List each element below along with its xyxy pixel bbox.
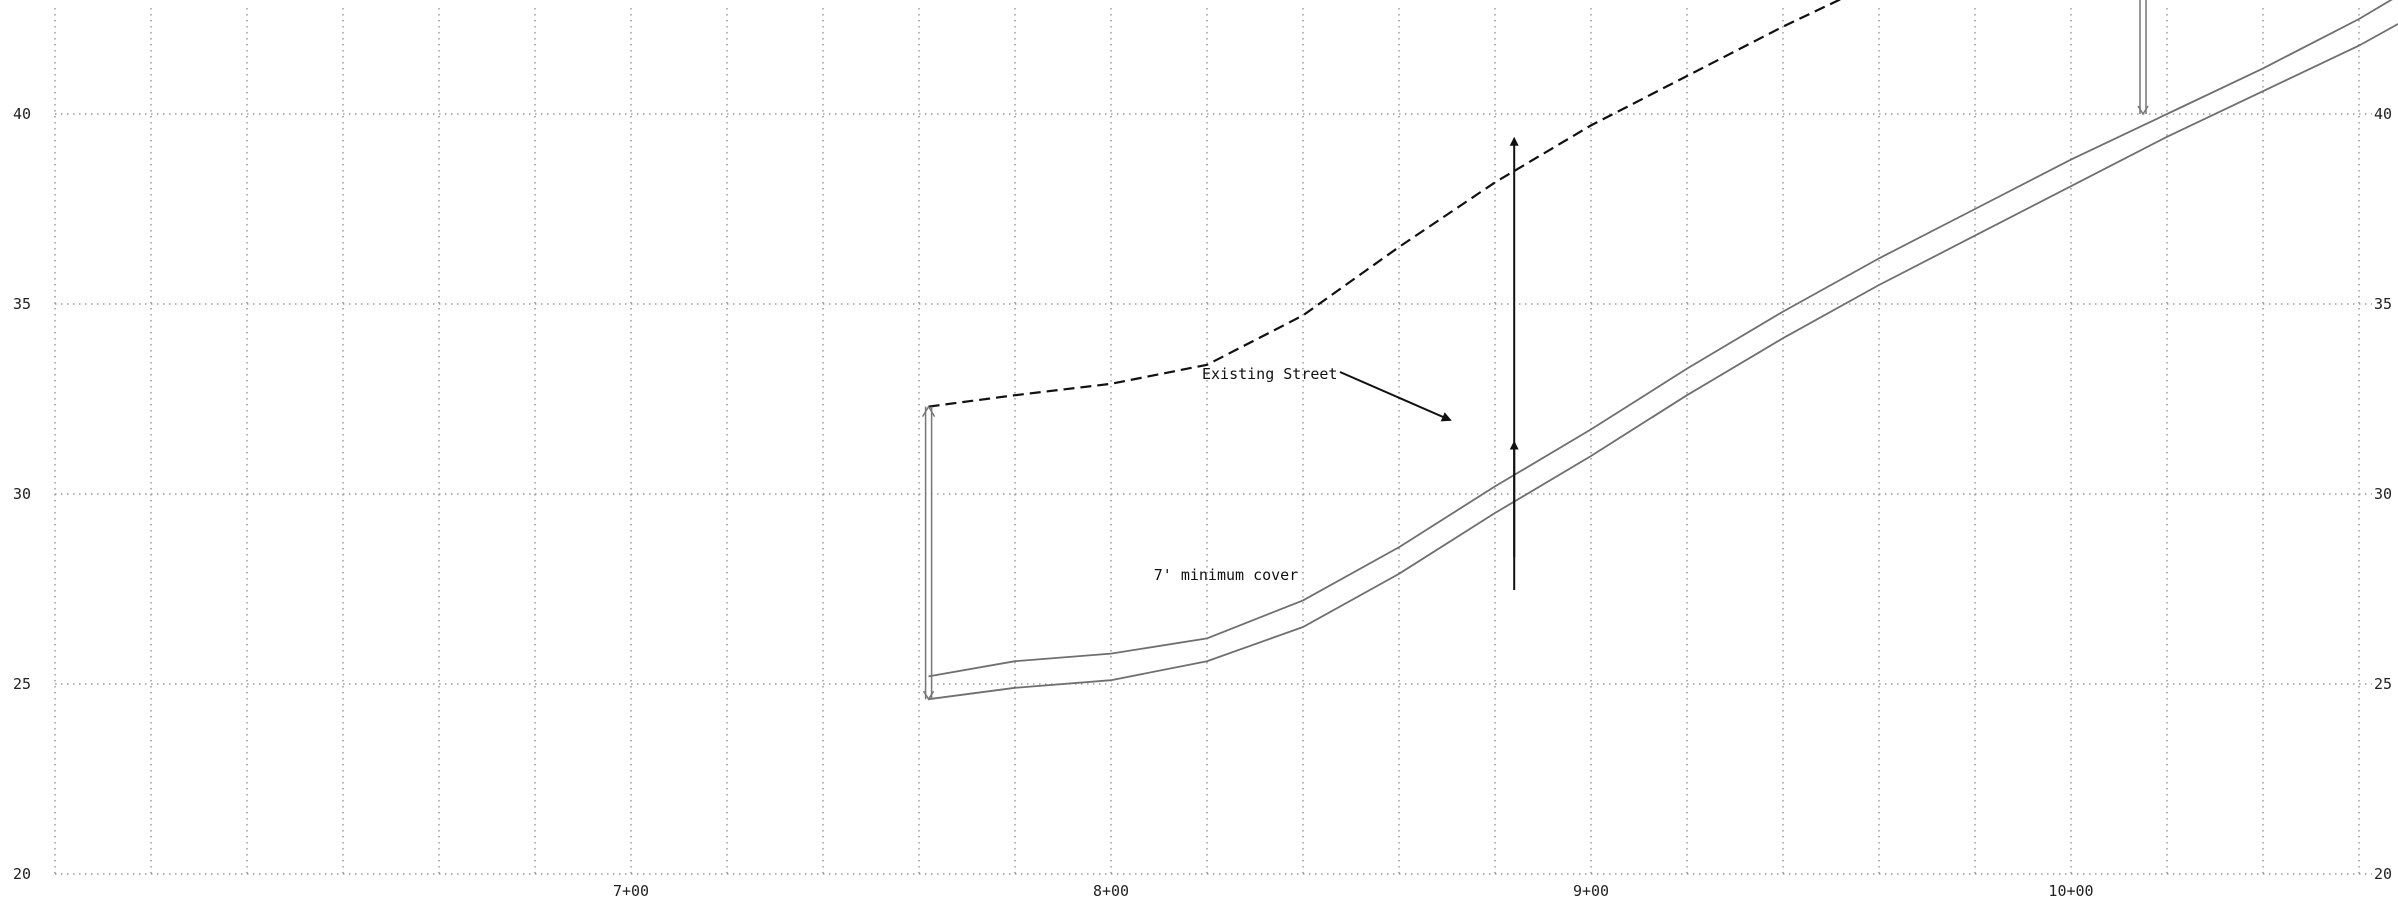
x-tick-label: 10+00 — [2048, 882, 2093, 900]
y-tick-label-right: 40 — [2374, 105, 2392, 123]
grid — [54, 8, 2372, 875]
minimum-cover-label: 7' minimum cover — [1154, 566, 1299, 584]
y-tick-label-left: 30 — [13, 485, 31, 503]
y-tick-label-right: 30 — [2374, 485, 2392, 503]
existing-street-callout: Existing Street — [1202, 365, 1452, 422]
manhole-top-cap — [921, 405, 936, 417]
manhole-symbol — [921, 405, 936, 701]
axis-labels: 2020252530303535404045455050555560607+00… — [13, 105, 2392, 900]
manhole-symbol — [2137, 0, 2149, 116]
minimum-cover-callout: 7' minimum cover — [1154, 136, 1519, 590]
x-tick-label: 8+00 — [1093, 882, 1129, 900]
existing-street-label: Existing Street — [1202, 365, 1337, 383]
manholes — [921, 0, 2149, 701]
existing-street-line — [928, 0, 1842, 408]
y-tick-label-left: 40 — [13, 105, 31, 123]
existing-street-leader — [1339, 371, 1452, 422]
y-tick-label-left: 25 — [13, 675, 31, 693]
y-tick-label-right: 35 — [2374, 295, 2392, 313]
manhole-base — [922, 690, 935, 701]
y-tick-label-right: 20 — [2374, 865, 2392, 883]
y-tick-label-left: 35 — [13, 295, 31, 313]
x-tick-label: 9+00 — [1573, 882, 1609, 900]
y-tick-label-left: 20 — [13, 865, 31, 883]
pipe-bottom-line — [928, 22, 2398, 701]
manhole-base — [2137, 105, 2149, 116]
y-tick-label-right: 25 — [2374, 675, 2392, 693]
pipe-top-line — [928, 0, 2393, 678]
x-tick-label: 7+00 — [613, 882, 649, 900]
